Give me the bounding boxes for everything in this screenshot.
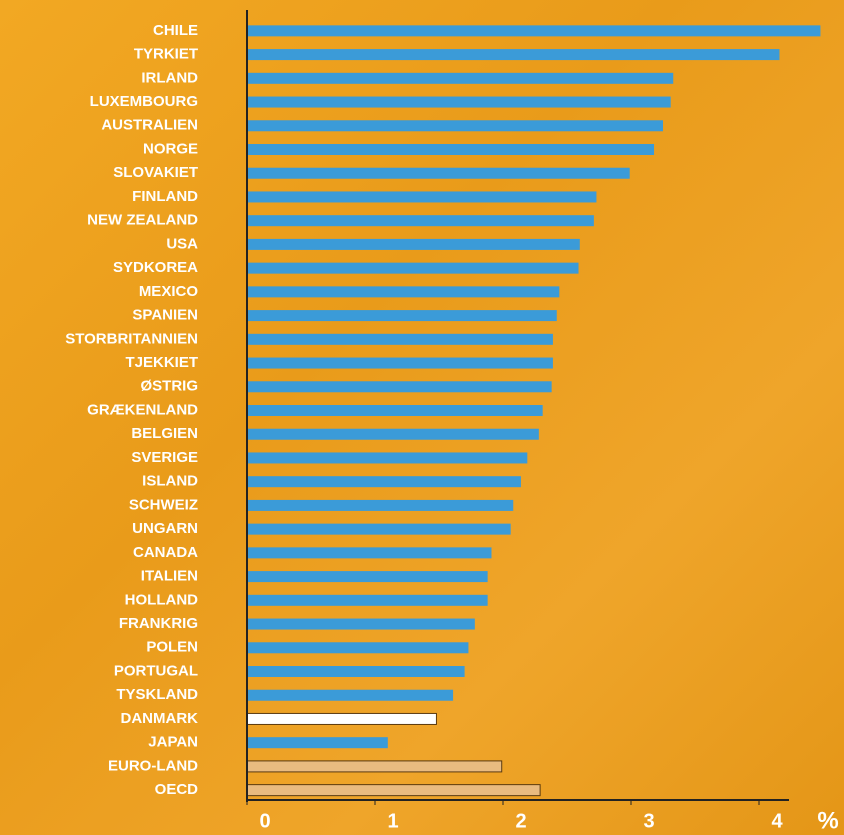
bar <box>247 713 436 724</box>
x-tick-label: 4 <box>771 810 783 832</box>
y-tick-label: ITALIEN <box>141 568 198 585</box>
y-tick-label: CHILE <box>153 22 198 39</box>
bar <box>247 619 475 630</box>
y-tick-label: ØSTRIG <box>140 378 198 395</box>
bar <box>247 737 388 748</box>
x-unit: % <box>817 807 838 834</box>
y-tick-label: CANADA <box>133 544 198 561</box>
y-tick-label: ISLAND <box>142 473 198 490</box>
bar <box>247 524 511 535</box>
y-tick-label: STORBRITANNIEN <box>65 330 198 347</box>
bar <box>247 476 521 487</box>
bar <box>247 334 553 345</box>
y-tick-label: SLOVAKIET <box>113 164 198 181</box>
bar <box>247 25 820 36</box>
x-tick-label: 0 <box>259 810 270 832</box>
bar <box>247 571 488 582</box>
y-tick-label: AUSTRALIEN <box>101 117 198 134</box>
y-tick-label: HOLLAND <box>125 591 198 608</box>
bar <box>247 500 513 511</box>
y-tick-label: FINLAND <box>132 188 198 205</box>
y-tick-label: UNGARN <box>132 520 198 537</box>
bar <box>247 263 579 274</box>
bar <box>247 785 540 796</box>
bar <box>247 239 580 250</box>
y-tick-label: NORGE <box>143 140 198 157</box>
x-tick-label: 3 <box>643 810 654 832</box>
y-tick-label: TYRKIET <box>134 46 198 63</box>
y-tick-label: DANMARK <box>121 710 199 727</box>
y-tick-label: SYDKOREA <box>113 259 198 276</box>
bar <box>247 215 594 226</box>
y-tick-label: IRLAND <box>141 69 198 86</box>
bar <box>247 191 596 202</box>
y-tick-label: SPANIEN <box>132 307 198 324</box>
y-tick-label: OECD <box>155 781 199 798</box>
bar <box>247 358 553 369</box>
bar <box>247 310 557 321</box>
y-tick-label: EURO-LAND <box>108 757 198 774</box>
bar <box>247 73 673 84</box>
bar <box>247 381 552 392</box>
y-tick-label: TYSKLAND <box>116 686 198 703</box>
y-tick-label: FRANKRIG <box>119 615 198 632</box>
y-tick-label: NEW ZEALAND <box>87 212 198 229</box>
bar <box>247 405 543 416</box>
bar <box>247 168 630 179</box>
chart: % CHILE TYRKIET IRLAND LUXEMBOURG AUSTRALIEN… <box>0 0 844 835</box>
y-tick-label: POLEN <box>146 639 198 656</box>
bar <box>247 286 559 297</box>
bar <box>247 452 527 463</box>
bar <box>247 49 779 60</box>
x-tick-label: 1 <box>387 810 398 832</box>
y-tick-label: SVERIGE <box>131 449 198 466</box>
y-tick-label: JAPAN <box>148 734 198 751</box>
bar <box>247 761 502 772</box>
y-tick-label: LUXEMBOURG <box>90 93 198 110</box>
bar <box>247 666 465 677</box>
bar <box>247 97 671 108</box>
bar <box>247 595 488 606</box>
bar <box>247 120 663 131</box>
y-tick-label: TJEKKIET <box>125 354 198 371</box>
bar <box>247 429 539 440</box>
bar <box>247 690 453 701</box>
y-tick-label: BELGIEN <box>131 425 198 442</box>
y-tick-label: GRÆKENLAND <box>87 401 198 418</box>
bar <box>247 144 654 155</box>
bar <box>247 547 491 558</box>
x-tick-label: 2 <box>515 810 526 832</box>
y-tick-label: SCHWEIZ <box>129 496 198 513</box>
y-tick-label: PORTUGAL <box>114 662 198 679</box>
bar <box>247 642 468 653</box>
y-tick-label: MEXICO <box>139 283 199 300</box>
y-tick-label: USA <box>166 235 198 252</box>
